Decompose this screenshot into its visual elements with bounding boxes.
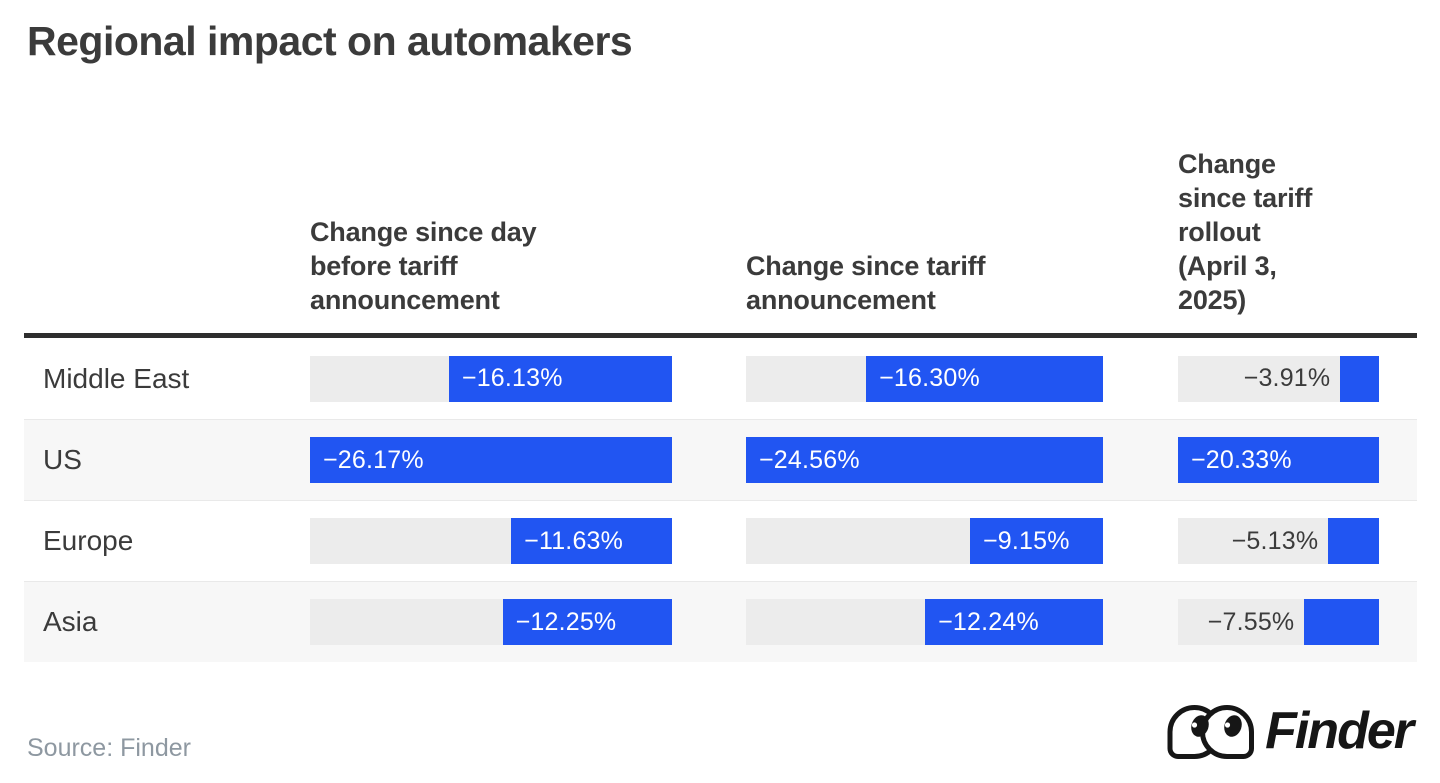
finder-logo: Finder <box>1165 701 1414 765</box>
bar-track: −5.13% <box>1178 518 1379 564</box>
bar: −12.24% <box>925 599 1103 645</box>
header-divider <box>24 333 1417 338</box>
bar-track: −3.91% <box>1178 355 1379 402</box>
bar-track: −24.56% <box>746 437 1103 483</box>
bar: −12.25% <box>502 599 672 645</box>
table-row-asia: Asia −12.25% −12.24% −7.55% <box>24 581 1417 662</box>
bar-value-label: −5.13% <box>1231 526 1319 555</box>
finder-brand-text: Finder <box>1265 702 1414 760</box>
bar-track: −16.13% <box>310 355 672 402</box>
column-header-rollout: Change since tariff rollout (April 3, 20… <box>1178 149 1313 315</box>
bar-track: −11.63% <box>310 518 672 564</box>
bar-value-label: −7.55% <box>1207 607 1295 636</box>
bar-table: Change since day before tariff announcem… <box>24 70 1417 662</box>
region-label: Europe <box>43 525 134 556</box>
bar: −16.30% <box>866 355 1103 402</box>
bar-value-label: −16.13% <box>461 364 563 392</box>
bar-track: −20.33% <box>1178 437 1379 483</box>
table-row-europe: Europe −11.63% −9.15% −5.13% <box>24 500 1417 581</box>
bar-value-label: −3.91% <box>1243 364 1331 392</box>
bar-track: −12.25% <box>310 599 672 645</box>
bar-track: −9.15% <box>746 518 1103 564</box>
region-label: Middle East <box>43 362 190 394</box>
bar: −7.55% <box>1208 599 1379 645</box>
region-label: Asia <box>43 606 98 637</box>
bar-value-label: −16.30% <box>879 364 980 392</box>
bar: −5.13% <box>1232 518 1379 564</box>
bar: −3.91% <box>1244 355 1379 402</box>
bar-track: −12.24% <box>746 599 1103 645</box>
bar-value-label: −12.24% <box>938 607 1039 636</box>
bar: −16.13% <box>448 355 672 402</box>
header-row: Change since day before tariff announcem… <box>24 70 1417 333</box>
bar: −20.33% <box>1178 437 1379 483</box>
column-header-announcement: Change since tariff announcement <box>746 251 986 315</box>
bar: −9.15% <box>970 518 1103 564</box>
bar-value-label: −26.17% <box>323 445 424 474</box>
bar-value-label: −20.33% <box>1191 445 1292 474</box>
chart-title: Regional impact on automakers <box>27 18 633 64</box>
bar-value-label: −24.56% <box>759 445 860 474</box>
finder-eyes-icon <box>1167 705 1255 759</box>
source-text: Source: Finder <box>27 734 191 762</box>
footer: Source: Finder Finder <box>27 701 1414 765</box>
bar-track: −7.55% <box>1178 599 1379 645</box>
bar: −24.56% <box>746 437 1103 483</box>
bar-value-label: −12.25% <box>515 607 617 636</box>
table-row-us: US −26.17% −24.56% −20.33% <box>24 419 1417 500</box>
bar-value-label: −9.15% <box>983 526 1070 555</box>
column-header-day-before: Change since day before tariff announcem… <box>310 217 537 315</box>
bar-value-label: −11.63% <box>524 526 624 555</box>
bar-track: −16.30% <box>746 355 1103 402</box>
bar: −26.17% <box>310 437 672 483</box>
region-label: US <box>43 444 82 475</box>
bar: −11.63% <box>511 518 672 564</box>
table-row-middle-east: Middle East −16.13% −16.30% −3.91% <box>24 338 1417 419</box>
bar-track: −26.17% <box>310 437 672 483</box>
